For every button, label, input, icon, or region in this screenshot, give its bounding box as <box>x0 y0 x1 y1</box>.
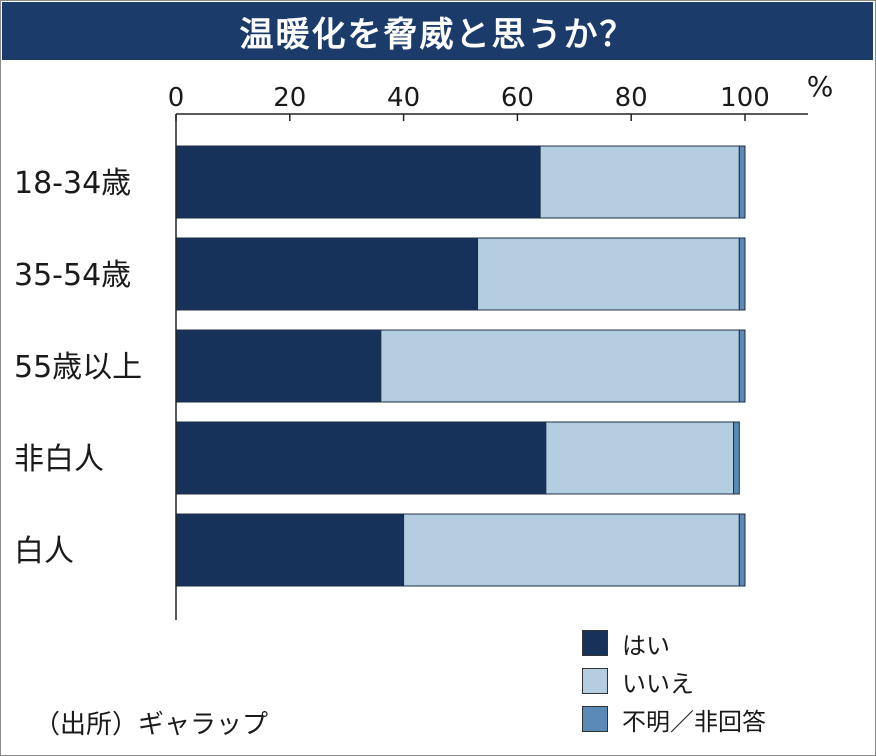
x-tick-label-5: 100 <box>720 83 770 113</box>
category-label-0: 18-34歳 <box>14 166 131 201</box>
legend-label-yes: はい <box>622 631 670 660</box>
bar-unknown-0 <box>738 145 746 219</box>
legend-item-unknown: 不明／非回答 <box>582 700 766 738</box>
x-tick-label-0: 0 <box>168 83 185 113</box>
bar-unknown-4 <box>738 513 746 587</box>
x-tick-label-3: 60 <box>501 83 534 113</box>
bar-yes-1 <box>175 237 479 311</box>
legend-label-no: いいえ <box>622 669 694 698</box>
chart-title: 温暖化を脅威と思うか？ <box>2 2 873 60</box>
bar-yes-2 <box>175 329 382 403</box>
bar-unknown-1 <box>738 237 746 311</box>
category-label-3: 非白人 <box>14 442 104 477</box>
source-note: （出所）ギャラップ <box>34 710 269 740</box>
bar-no-3 <box>545 421 735 495</box>
category-label-4: 白人 <box>14 534 74 569</box>
legend-item-yes: はい <box>582 624 766 662</box>
x-axis-unit-label: % <box>807 70 834 103</box>
bar-no-1 <box>477 237 740 311</box>
category-label-2: 55歳以上 <box>14 350 142 385</box>
bar-no-2 <box>380 329 740 403</box>
x-tick-label-1: 20 <box>273 83 306 113</box>
bar-no-4 <box>403 513 740 587</box>
x-tick-label-4: 80 <box>615 83 648 113</box>
bar-no-0 <box>539 145 740 219</box>
bar-yes-4 <box>175 513 405 587</box>
x-tick-label-2: 40 <box>387 83 420 113</box>
category-label-1: 35-54歳 <box>14 258 131 293</box>
legend-label-unknown: 不明／非回答 <box>622 707 766 736</box>
legend-swatch-yes <box>582 630 608 656</box>
legend: はい いいえ 不明／非回答 <box>582 624 766 738</box>
bar-unknown-3 <box>733 421 740 495</box>
legend-swatch-unknown <box>582 706 608 732</box>
legend-item-no: いいえ <box>582 662 766 700</box>
bar-yes-0 <box>175 145 541 219</box>
bar-unknown-2 <box>738 329 746 403</box>
bar-yes-3 <box>175 421 547 495</box>
legend-swatch-no <box>582 668 608 694</box>
